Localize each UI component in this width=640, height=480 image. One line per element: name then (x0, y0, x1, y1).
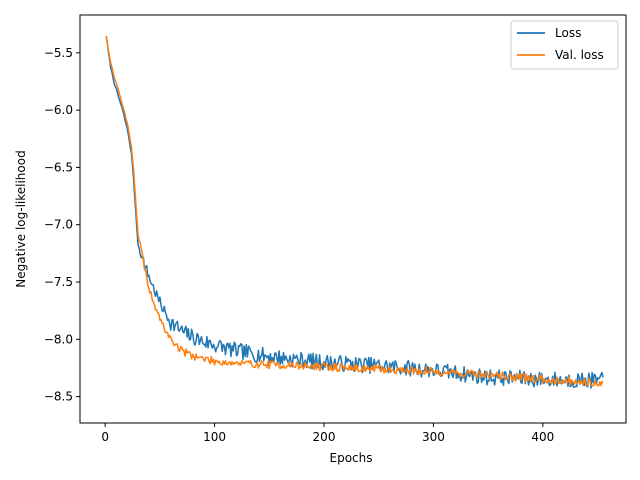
x-tick-label: 0 (101, 430, 109, 444)
legend-label-loss: Loss (555, 26, 581, 40)
y-axis-label: Negative log-likelihood (14, 150, 28, 287)
x-tick-label: 300 (422, 430, 445, 444)
y-axis: −5.5 −6.0 −6.5 −7.0 −7.5 −8.0 −8.5 (44, 46, 80, 404)
plot-frame (79, 14, 627, 424)
x-axis: 0 100 200 300 400 (101, 423, 554, 444)
legend-label-val-loss: Val. loss (555, 48, 604, 62)
x-axis-label: Epochs (330, 451, 373, 465)
y-tick-label: −8.0 (44, 332, 73, 346)
y-tick-label: −8.5 (44, 390, 73, 404)
y-tick-label: −7.0 (44, 218, 73, 232)
x-tick-label: 100 (203, 430, 226, 444)
x-tick-label: 400 (531, 430, 554, 444)
series-line-val-loss (105, 35, 604, 387)
series-layer (105, 35, 604, 389)
y-tick-label: −6.5 (44, 160, 73, 174)
y-tick-label: −7.5 (44, 275, 73, 289)
legend: Loss Val. loss (510, 20, 619, 70)
x-tick-label: 200 (313, 430, 336, 444)
y-tick-label: −6.0 (44, 103, 73, 117)
y-tick-label: −5.5 (44, 46, 73, 60)
